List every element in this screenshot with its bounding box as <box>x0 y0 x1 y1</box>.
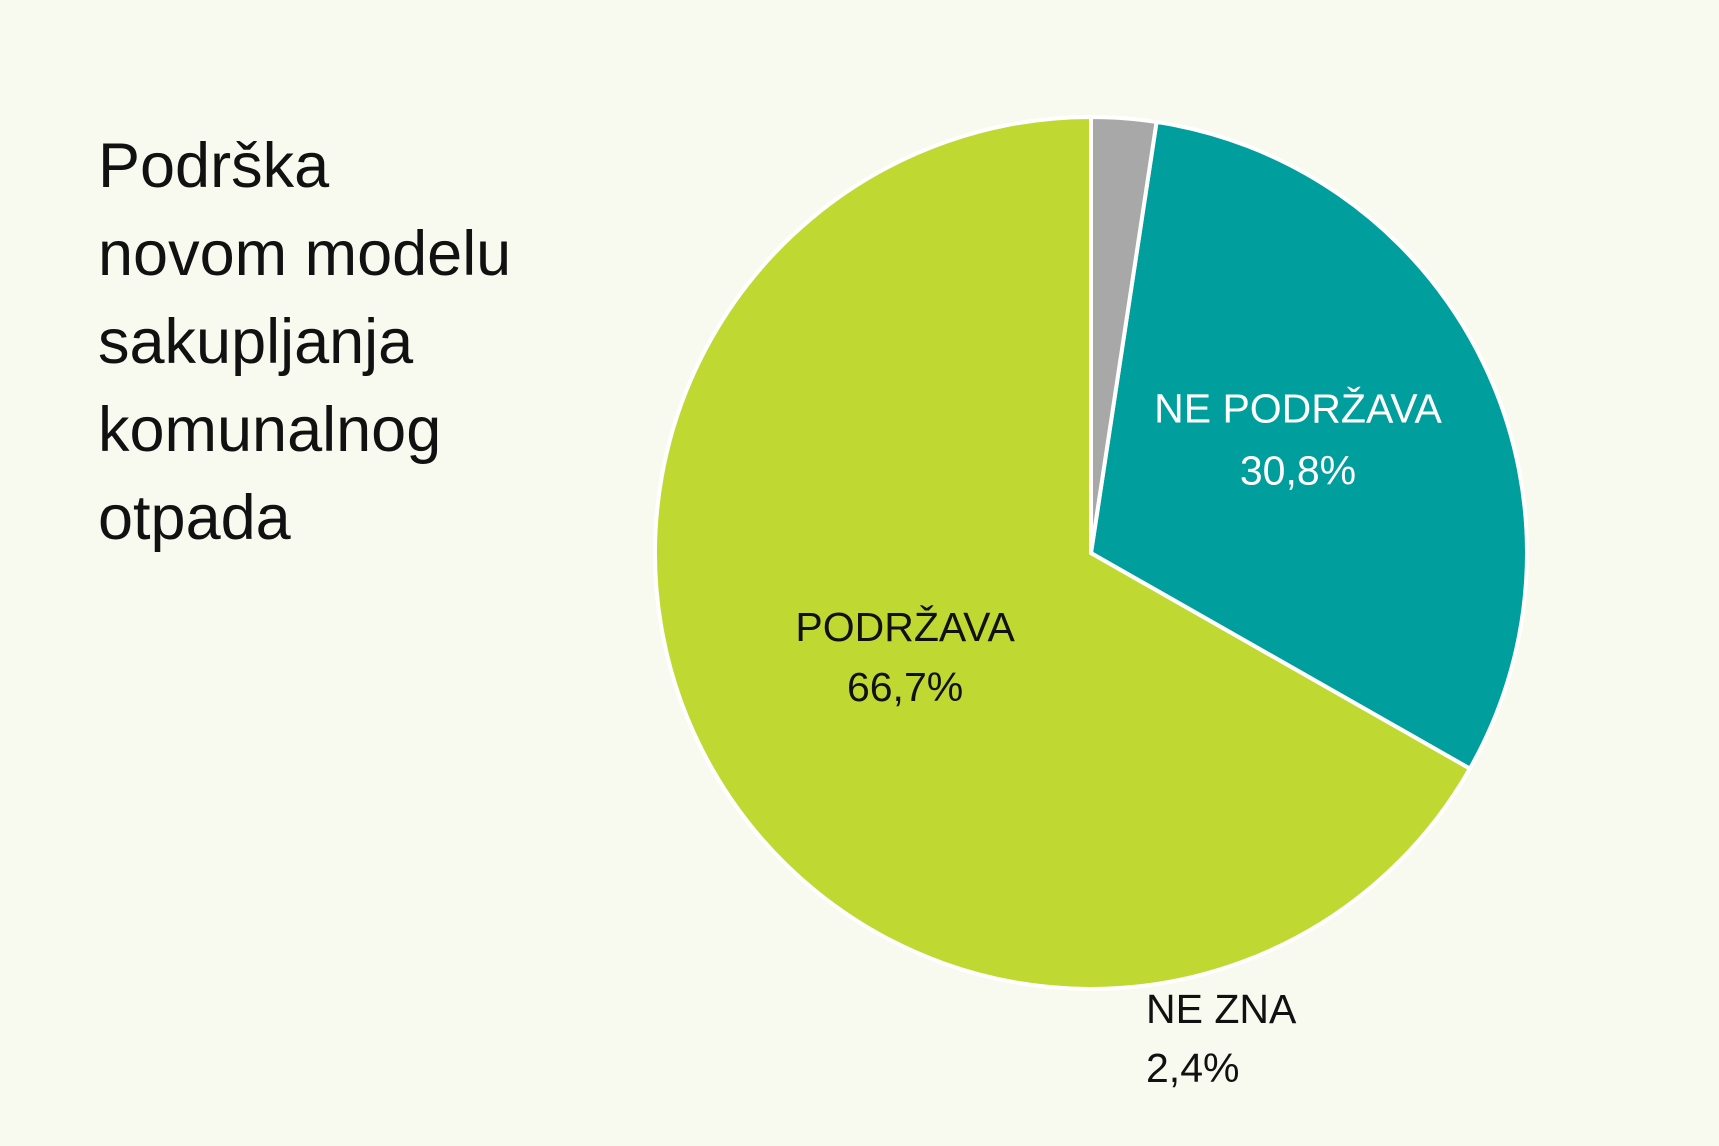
slice-label: PODRŽAVA <box>795 604 1015 650</box>
title-line: komunalnog <box>98 395 442 465</box>
title-line: novom modelu <box>98 219 512 289</box>
title-line: sakupljanja <box>98 307 414 377</box>
slice-label: NE ZNA <box>1146 986 1297 1032</box>
title-line: otpada <box>98 483 291 553</box>
pie-slices <box>653 115 1529 991</box>
slice-value-label: 30,8% <box>1240 448 1356 494</box>
slice-label: NE PODRŽAVA <box>1154 386 1442 432</box>
pie-slice-ne-podr-ava <box>1089 119 1529 771</box>
pie-slice-ne-zna <box>1089 115 1159 555</box>
pie-labels: PODRŽAVA 66,7% NE PODRŽAVA 30,8% NE ZNA 2,4% <box>795 386 1442 1091</box>
slice-value-label: 66,7% <box>847 664 963 710</box>
chart-title: Podrška novom modelu sakupljanja komunal… <box>98 122 658 562</box>
pie-slice-podr-ava <box>653 115 1472 991</box>
slice-value-label: 2,4% <box>1146 1045 1239 1091</box>
title-line: Podrška <box>98 131 330 201</box>
